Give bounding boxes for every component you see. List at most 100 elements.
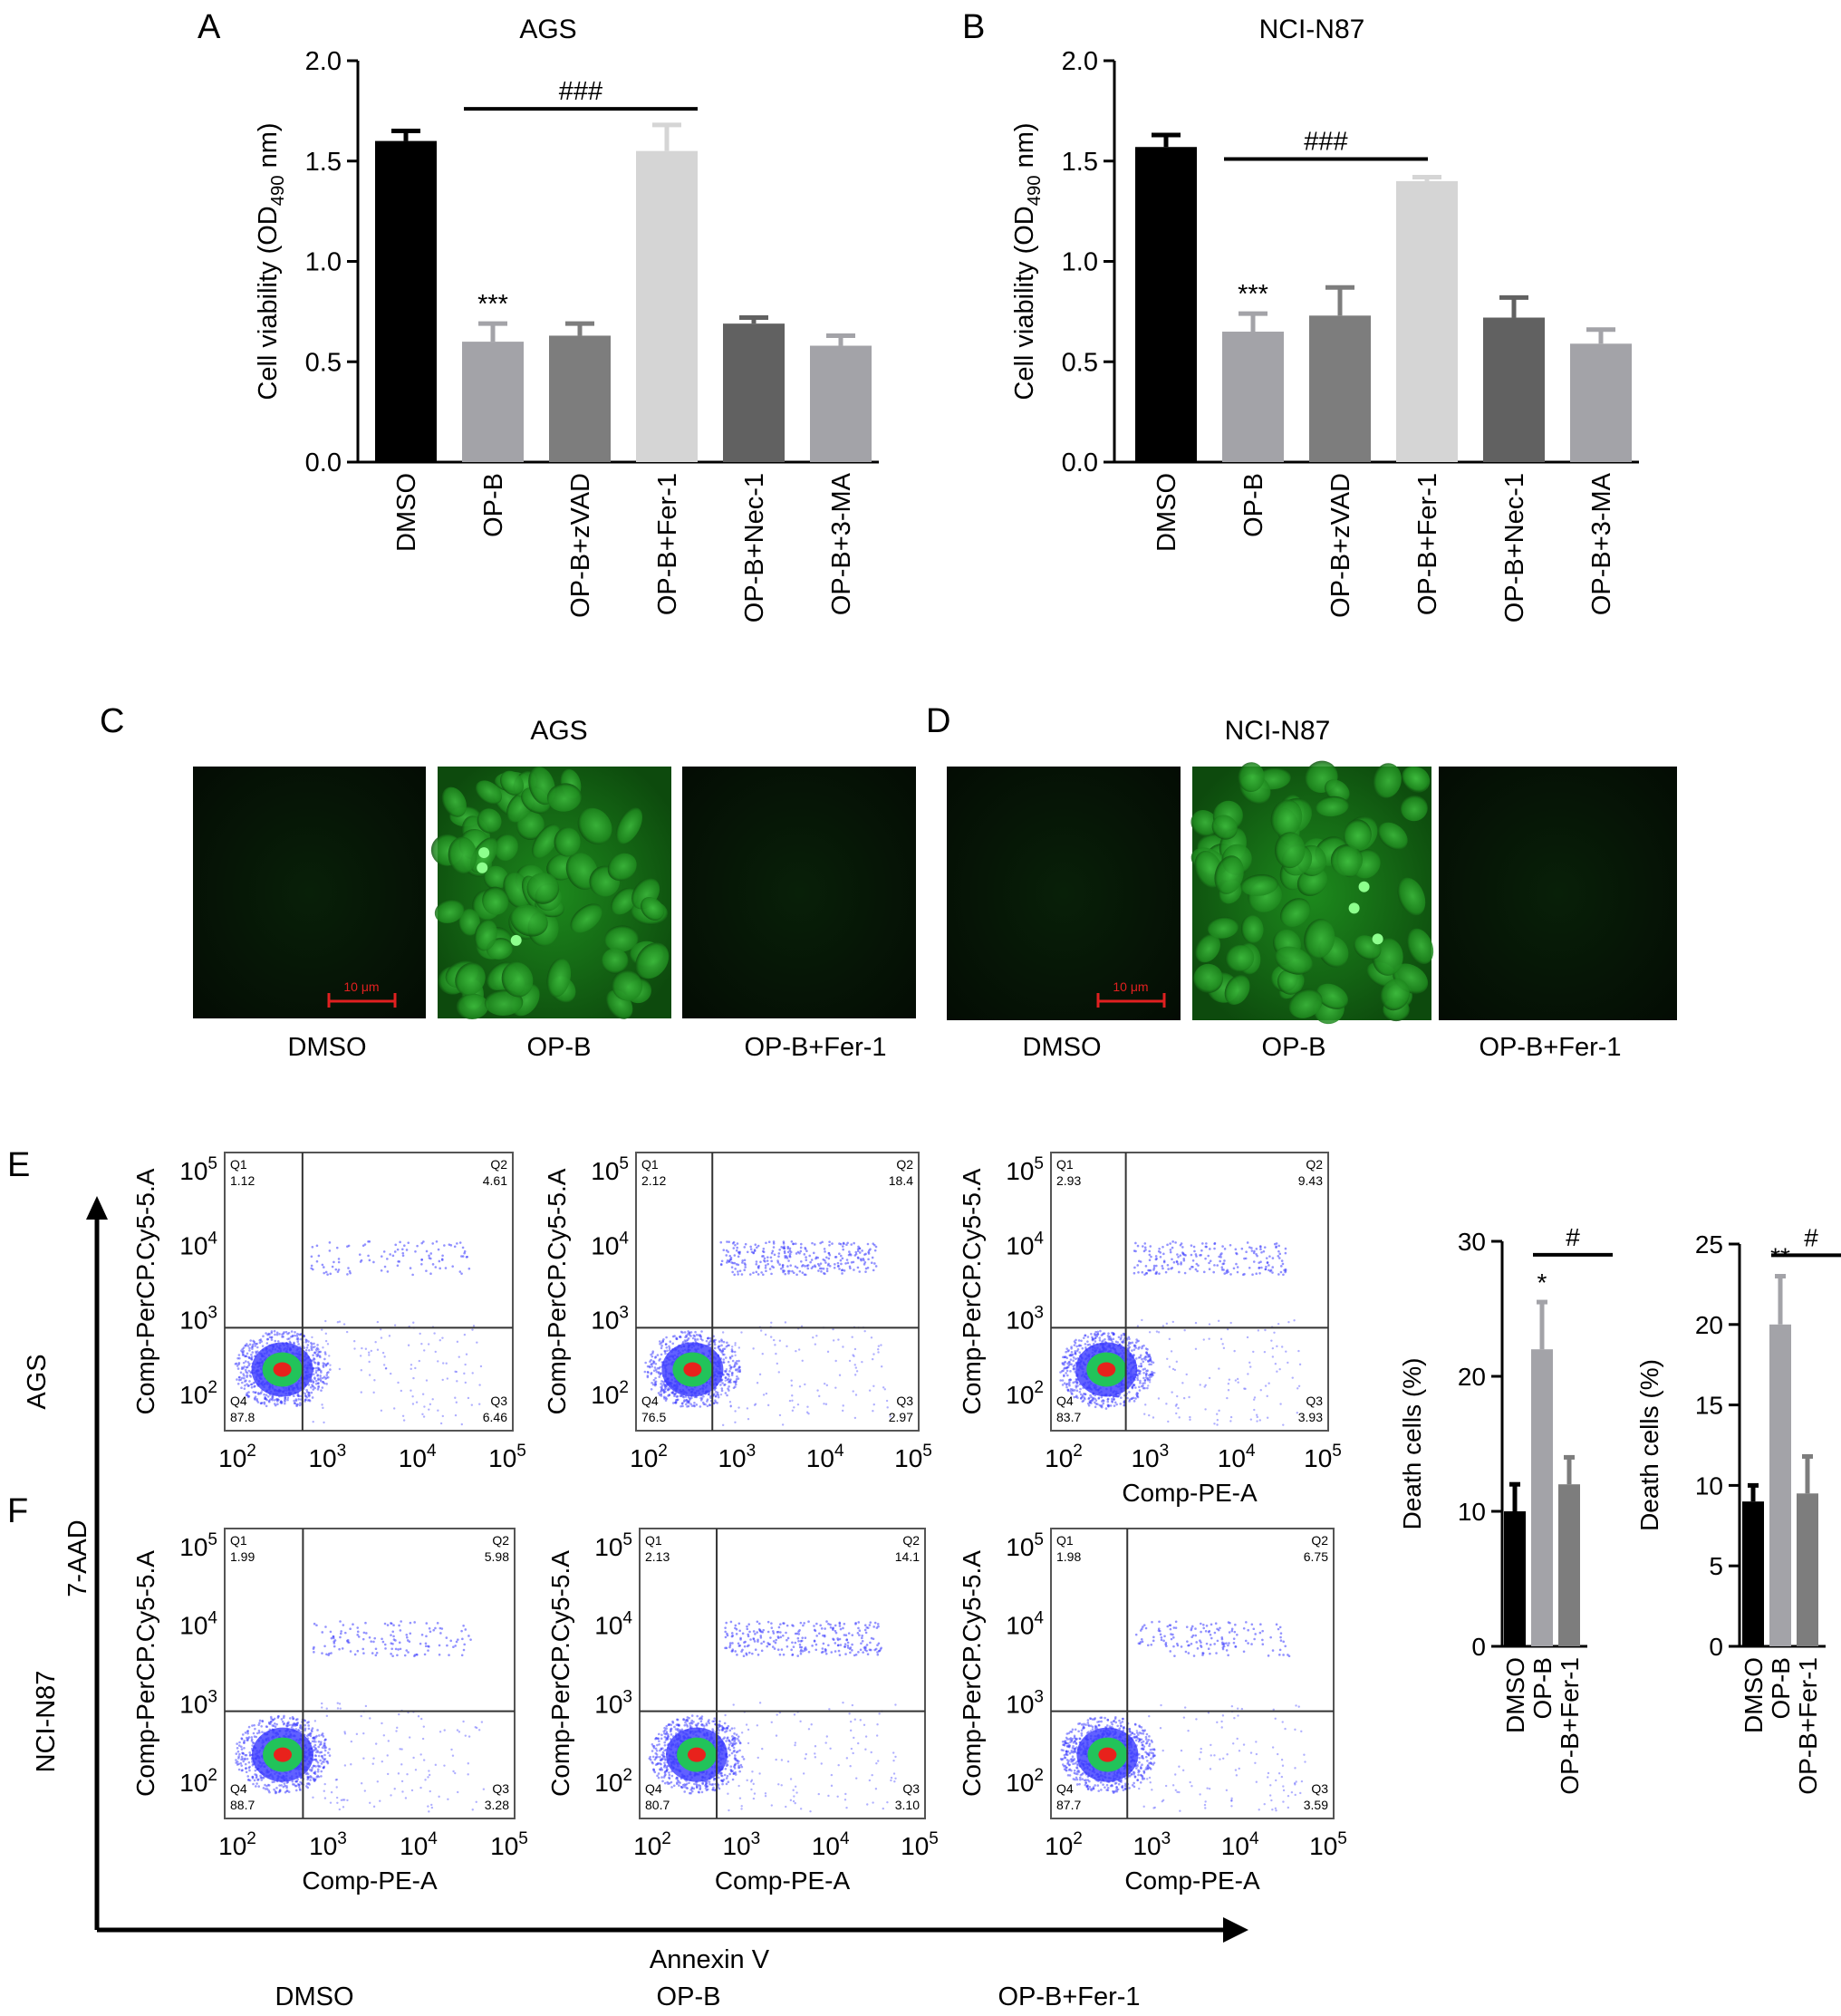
event-dot [1094, 1340, 1097, 1343]
event-dot [253, 1340, 255, 1344]
event-dot [288, 1717, 292, 1720]
event-dot [1079, 1387, 1082, 1391]
event-dot [1273, 1242, 1277, 1246]
event-dot [296, 1722, 299, 1724]
cell [526, 873, 560, 904]
event-dot [799, 1249, 803, 1253]
event-dot [1066, 1374, 1069, 1377]
event-dot [1165, 1322, 1169, 1326]
cell [1397, 877, 1426, 916]
event-dot [294, 1331, 296, 1334]
event-dot [328, 1355, 331, 1357]
event-dot [1069, 1370, 1072, 1373]
event-dot [293, 1394, 295, 1398]
event-dot [1102, 1332, 1105, 1336]
event-dot [303, 1335, 305, 1338]
event-dot [412, 1376, 415, 1380]
event-dot [237, 1768, 241, 1771]
event-dot [1143, 1367, 1147, 1371]
event-dot [1171, 1391, 1173, 1394]
quadrant-name: Q1 [230, 1157, 247, 1172]
event-dot [1121, 1341, 1124, 1344]
event-dot [1298, 1363, 1302, 1366]
event-dot [1266, 1416, 1269, 1419]
event-dot [722, 1358, 726, 1361]
event-dot [1139, 1382, 1142, 1384]
event-dot [1120, 1334, 1123, 1337]
event-dot [1174, 1241, 1177, 1244]
event-dot [752, 1271, 755, 1275]
event-dot [250, 1353, 253, 1356]
event-dot [323, 1645, 326, 1648]
event-dot [362, 1652, 365, 1654]
event-dot [1165, 1403, 1168, 1405]
y-tick-label: 1.5 [1062, 148, 1098, 177]
event-dot [326, 1362, 330, 1365]
x-tick-label: 103 [1131, 1442, 1169, 1472]
event-dot [238, 1741, 241, 1744]
event-dot [1148, 1355, 1152, 1358]
event-dot [386, 1258, 389, 1260]
event-dot [393, 1250, 397, 1253]
event-dot [798, 1385, 802, 1388]
y-tick-label: 104 [179, 1229, 217, 1259]
event-dot [813, 1243, 816, 1246]
event-dot [1099, 1329, 1102, 1333]
event-dot [1134, 1386, 1137, 1389]
event-dot [1166, 1243, 1169, 1247]
event-dot [1204, 1408, 1207, 1411]
event-dot [1070, 1347, 1073, 1350]
event-dot [1064, 1360, 1067, 1364]
event-dot [1075, 1389, 1079, 1393]
event-dot [1247, 1373, 1249, 1375]
event-dot [401, 1251, 405, 1255]
event-dot [843, 1269, 846, 1272]
event-dot [708, 1344, 710, 1346]
event-dot [420, 1262, 423, 1266]
bright-cell [477, 862, 488, 873]
event-dot [236, 1365, 239, 1367]
event-dot [320, 1742, 323, 1746]
event-dot [254, 1727, 256, 1731]
event-dot [718, 1340, 721, 1343]
event-dot [863, 1329, 866, 1333]
event-dot [671, 1342, 675, 1346]
quadrant-name: Q3 [490, 1394, 507, 1408]
event-dot [326, 1343, 330, 1346]
event-dot [443, 1244, 446, 1247]
event-dot [454, 1370, 457, 1374]
event-dot [846, 1241, 849, 1245]
event-dot [453, 1245, 457, 1249]
event-dot [824, 1250, 826, 1253]
event-dot [276, 1715, 280, 1718]
event-dot [805, 1411, 809, 1413]
event-dot [439, 1339, 441, 1342]
event-dot [1207, 1254, 1210, 1258]
event-dot [1144, 1265, 1148, 1268]
event-dot [244, 1731, 247, 1734]
event-dot [864, 1252, 867, 1256]
event-dot [705, 1339, 708, 1343]
event-dot [1133, 1348, 1136, 1351]
event-dot [298, 1726, 302, 1730]
event-dot [1281, 1262, 1285, 1266]
event-dot [403, 1244, 406, 1247]
event-dot [728, 1370, 731, 1373]
event-dot [1080, 1339, 1083, 1343]
event-dot [816, 1262, 820, 1266]
event-dot [693, 1335, 697, 1338]
x-tick-label: OP-B+3-MA [1587, 472, 1616, 615]
event-dot [1143, 1379, 1147, 1382]
event-dot [660, 1389, 663, 1392]
event-dot [296, 1340, 300, 1344]
event-dot [1220, 1252, 1223, 1255]
event-dot [437, 1409, 439, 1412]
event-dot [1133, 1249, 1136, 1252]
event-dot [767, 1240, 771, 1244]
event-dot [305, 1785, 308, 1788]
event-dot [664, 1352, 667, 1355]
event-dot [306, 1722, 309, 1724]
event-dot [463, 1372, 466, 1375]
event-dot [1183, 1271, 1187, 1275]
